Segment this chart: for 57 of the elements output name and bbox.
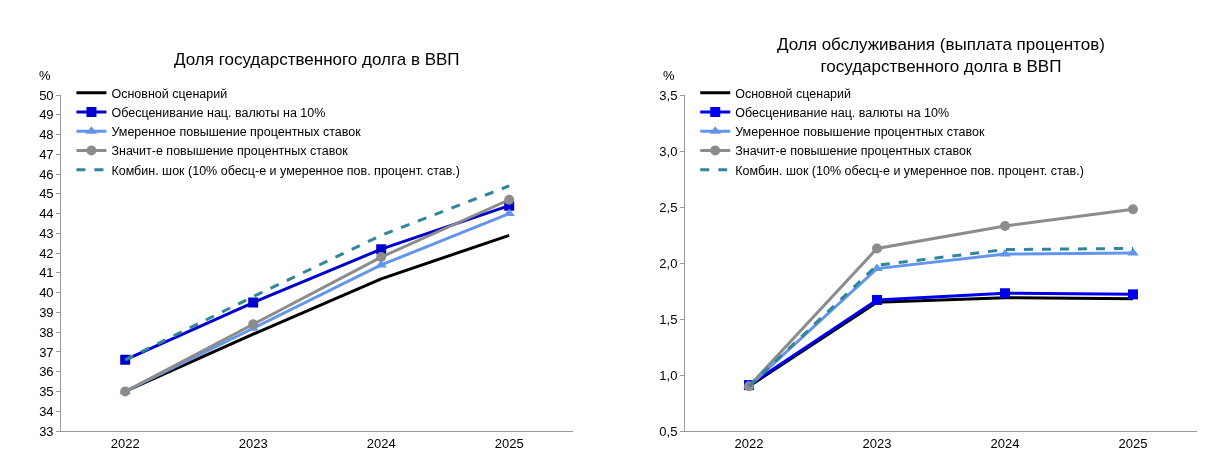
y-axis-title: % xyxy=(663,68,675,83)
x-tick-label: 2022 xyxy=(734,435,764,451)
point xyxy=(1000,288,1011,299)
y-tick-label: 38 xyxy=(39,324,54,340)
y-tick-label: 45 xyxy=(39,186,54,202)
chart-title: Доля обслуживания (выплата процентов) государственного долга в ВВП xyxy=(777,35,1105,77)
legend-label: Умеренное повышение процентных ставок xyxy=(111,125,362,140)
x-tick-label: 2025 xyxy=(494,435,524,451)
legend-label: Комбин. шок (10% обесц-е и умеренное пов. процент. став.) xyxy=(111,163,461,178)
legend-label: Умеренное повышение процентных ставок xyxy=(735,125,986,140)
y-tick-label: 41 xyxy=(39,265,54,281)
y-tick-label: 34 xyxy=(39,403,54,419)
legend-label: Значит-е повышение процентных ставок xyxy=(111,144,349,159)
y-tick-label: 50 xyxy=(39,87,54,103)
y-tick-label: 3,5 xyxy=(659,87,678,103)
point xyxy=(1128,289,1139,300)
y-tick-label: 37 xyxy=(39,344,54,360)
chart-title: Доля государственного долга в ВВП xyxy=(174,50,460,69)
y-tick-label: 0,5 xyxy=(659,423,678,439)
point xyxy=(1128,204,1139,215)
legend-label: Основной сценарий xyxy=(111,86,228,101)
y-tick-label: 2,5 xyxy=(659,199,678,215)
y-tick-label: 3,0 xyxy=(659,143,678,159)
point xyxy=(872,294,883,305)
y-tick-label: 35 xyxy=(39,384,54,400)
y-tick-label: 1,5 xyxy=(659,311,678,327)
y-tick-label: 46 xyxy=(39,166,54,182)
y-tick-label: 39 xyxy=(39,304,54,320)
y-axis-title: % xyxy=(39,68,51,83)
point xyxy=(248,297,259,308)
y-tick-label: 36 xyxy=(39,364,54,380)
y-tick-label: 1,0 xyxy=(659,367,678,383)
point xyxy=(504,194,515,205)
legend-label: Значит-е повышение процентных ставок xyxy=(735,144,972,159)
y-tick-label: 42 xyxy=(39,245,54,261)
legend-label: Комбин. шок (10% обесц-е и умеренное пов. процент. став.) xyxy=(735,163,1084,178)
legend-label: Основной сценарий xyxy=(735,86,852,101)
point xyxy=(248,319,259,330)
legend-label: Обесценивание нац. валюты на 10% xyxy=(111,105,326,120)
y-tick-label: 2,0 xyxy=(659,255,678,271)
x-tick-label: 2023 xyxy=(862,435,892,451)
point xyxy=(872,243,883,254)
y-tick-label: 44 xyxy=(39,206,54,222)
x-tick-label: 2024 xyxy=(990,435,1020,451)
y-tick-label: 33 xyxy=(39,423,54,439)
x-tick-label: 2022 xyxy=(110,435,140,451)
point xyxy=(1000,221,1011,232)
x-tick-label: 2024 xyxy=(366,435,396,451)
y-tick-label: 40 xyxy=(39,285,54,301)
y-tick-label: 48 xyxy=(39,127,54,143)
x-tick-label: 2025 xyxy=(1118,435,1148,451)
y-tick-label: 47 xyxy=(39,146,54,162)
x-tick-label: 2023 xyxy=(238,435,268,451)
legend-label: Обесценивание нац. валюты на 10% xyxy=(735,105,950,120)
y-tick-label: 43 xyxy=(39,225,54,241)
point xyxy=(376,252,387,263)
y-tick-label: 49 xyxy=(39,107,54,123)
